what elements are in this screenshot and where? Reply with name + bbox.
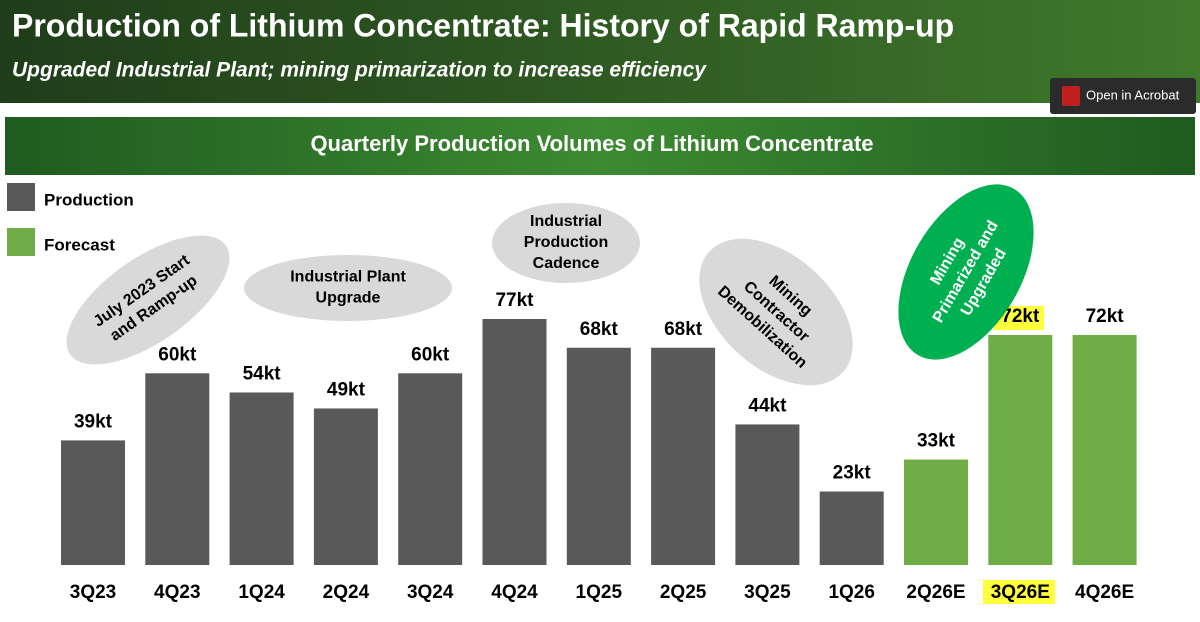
annotation-bubble [492,203,640,283]
x-tick-label: 1Q25 [576,582,623,603]
value-label: 72kt [1086,306,1125,327]
annotation-text: Production [524,234,608,251]
annotation: Industrial Production Cadence [492,203,640,283]
x-tick-label: 3Q26E [991,582,1050,603]
annotation-text: Upgrade [316,290,381,307]
x-tick-label: 1Q24 [238,582,285,603]
bar [482,319,547,565]
x-tick-label: 3Q25 [744,582,791,603]
bar [61,440,125,565]
value-label: 54kt [243,363,282,384]
bar [904,459,968,565]
legend-label: Production [44,190,134,209]
value-label: 33kt [917,431,956,452]
header-background [0,0,1200,103]
value-label: 23kt [833,463,872,484]
value-label: 60kt [158,344,197,365]
annotation: Industrial Plant Upgrade [244,255,452,321]
legend-label: Forecast [44,235,115,254]
x-tick-label: 4Q23 [154,582,200,603]
button-background[interactable] [1050,78,1196,114]
highlight [983,580,1055,604]
value-label: 77kt [495,290,534,311]
legend-swatch [7,228,35,256]
bar [988,334,1053,565]
annotation-text: Industrial Plant [290,269,406,286]
annotation-bubble [898,184,1034,360]
bar [398,373,463,565]
value-label: 60kt [411,344,450,365]
bar [651,347,716,565]
chart-title: Quarterly Production Volumes of Lithium … [310,131,873,156]
value-label: 49kt [327,379,366,400]
annotation-bubble [66,235,230,365]
bar [145,373,210,565]
x-tick-label: 3Q24 [407,582,454,603]
x-tick-label: 4Q26E [1075,582,1134,603]
value-label: 68kt [664,319,703,340]
x-tick-label: 2Q26E [906,582,965,603]
bar [1072,334,1137,565]
bar [229,392,294,565]
annotation-text: Industrial [530,213,602,230]
value-label: 68kt [580,319,619,340]
bar [313,408,378,565]
button-label[interactable]: Open in Acrobat [1086,87,1180,102]
x-tick-label: 2Q24 [323,582,370,603]
legend-swatch [7,183,35,211]
value-label: 39kt [74,411,113,432]
bar [735,424,800,565]
title: Production of Lithium Concentrate: Histo… [12,7,954,43]
bar [819,491,884,565]
x-tick-label: 4Q24 [491,582,538,603]
acrobat-icon[interactable] [1062,86,1080,106]
annotation-bubble [244,255,452,321]
x-tick-label: 1Q26 [828,582,874,603]
chart-banner [5,117,1195,175]
bar [566,347,631,565]
open-in-acrobat-button[interactable]: Open in Acrobat [1050,78,1196,114]
x-tick-label: 3Q23 [70,582,116,603]
value-label: 72kt [1001,306,1040,327]
subtitle: Upgraded Industrial Plant; mining primar… [12,59,707,82]
x-tick-label: 2Q25 [660,582,707,603]
value-label: 44kt [748,395,787,416]
annotation-text: Cadence [533,255,600,272]
annotation-bubble [699,238,853,386]
